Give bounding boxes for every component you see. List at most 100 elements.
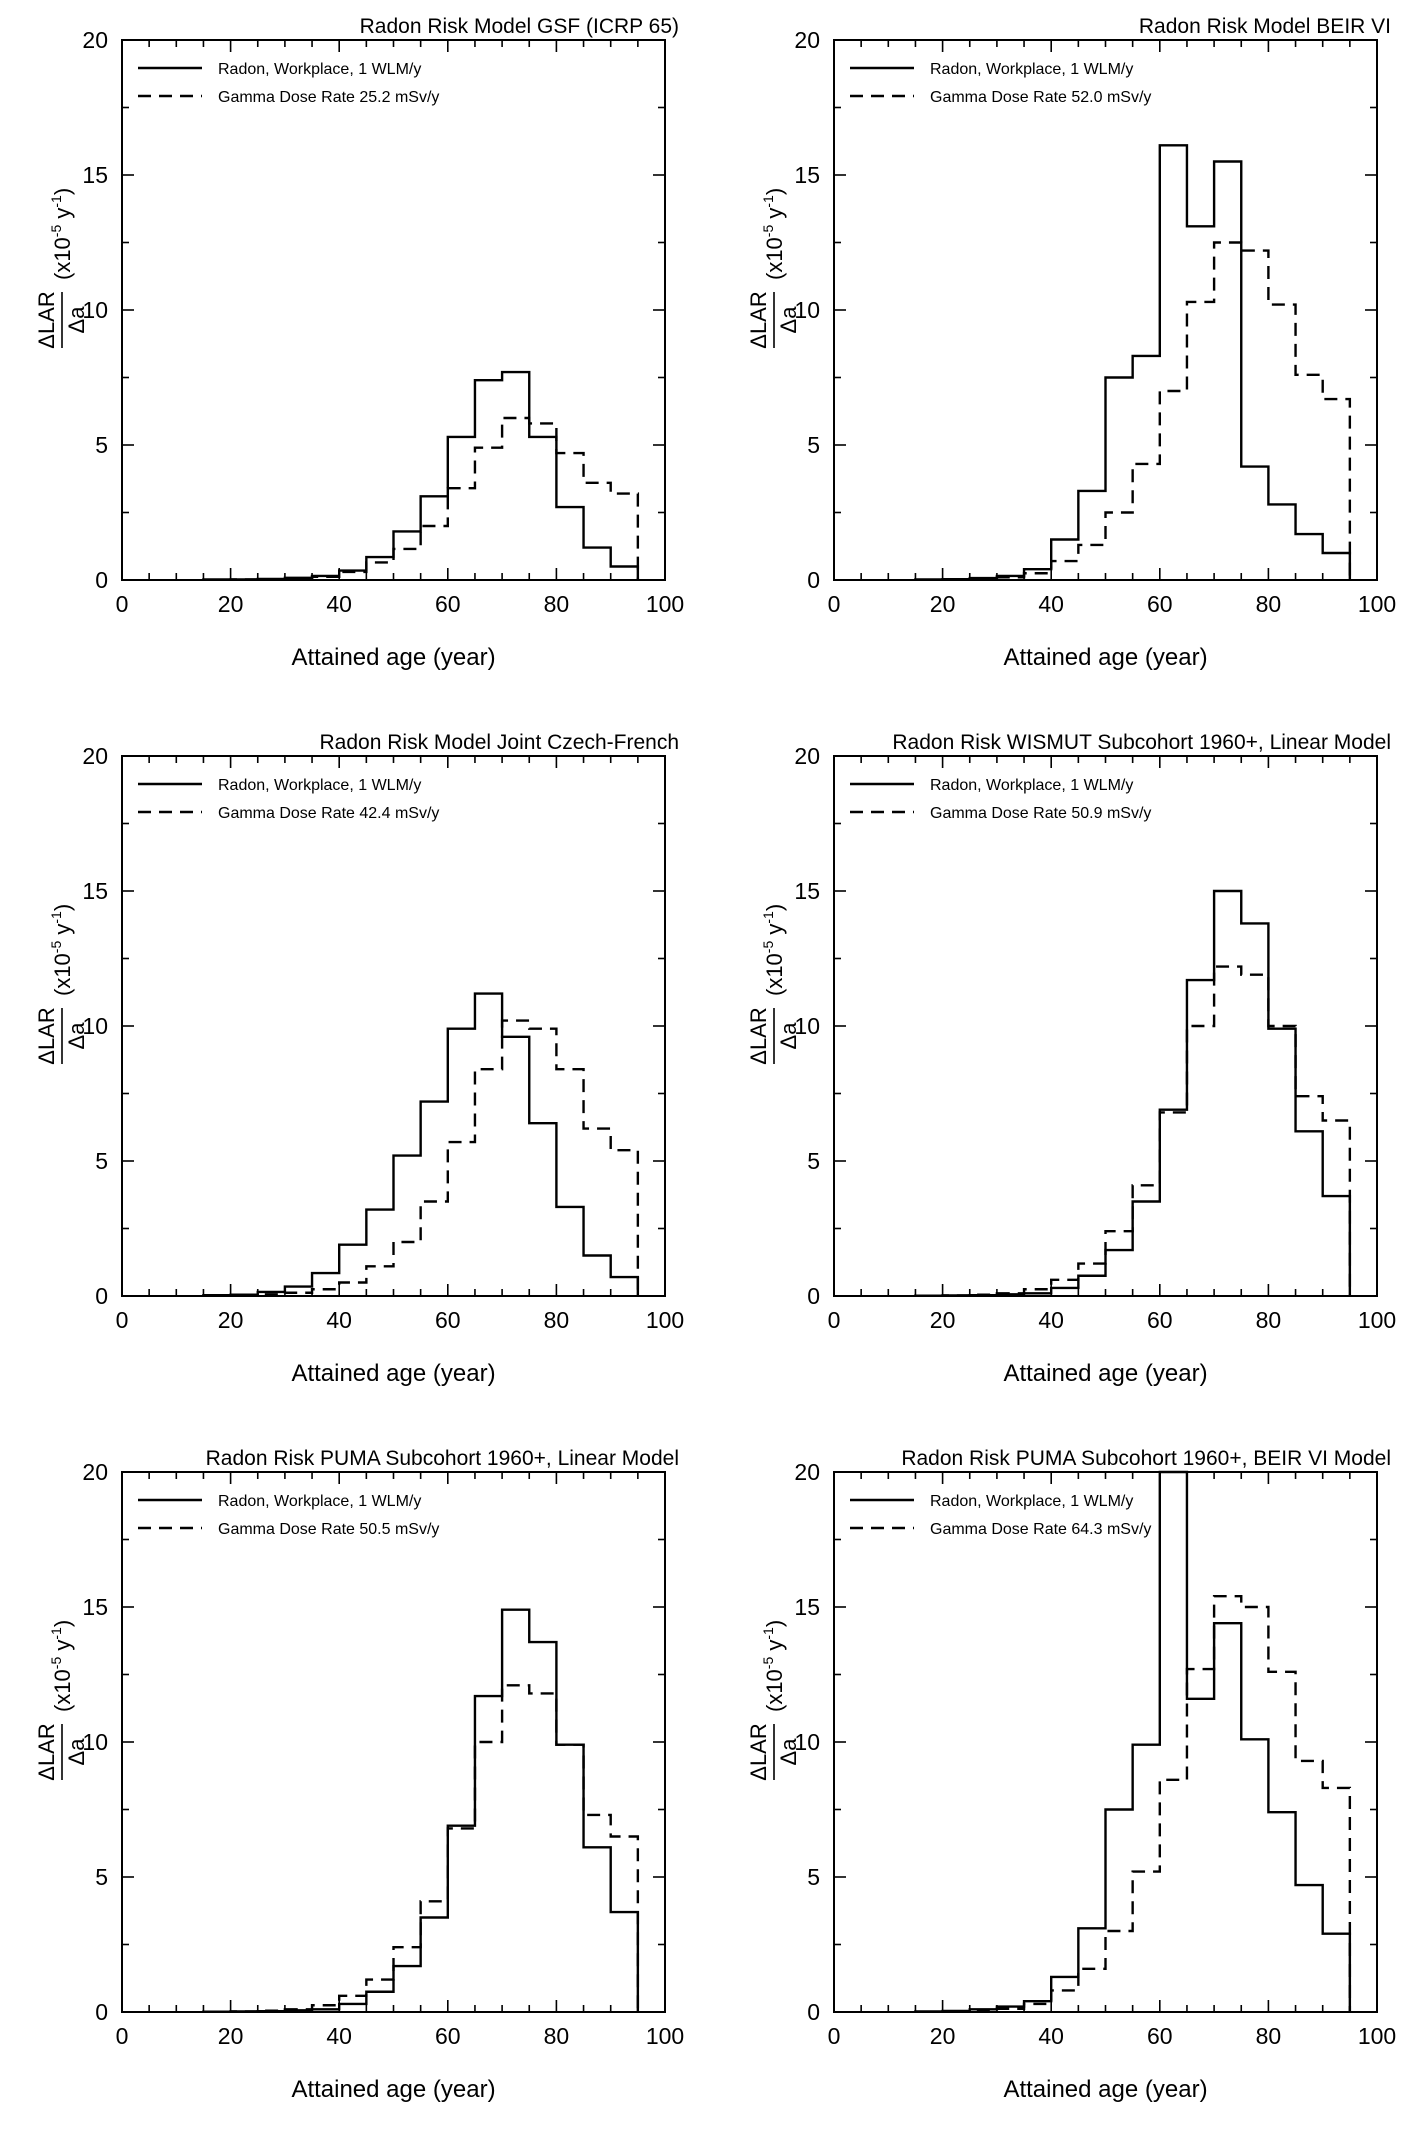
chart-svg-2: 0 20 40 60 80 100 0 5 10 15 20 Radon Risk Model BEI… xyxy=(746,15,1396,671)
y-label-unit: (x10-5 y-1) xyxy=(760,1620,787,1712)
x-tick-label: 0 xyxy=(828,591,841,617)
y-label-exponent: -5 xyxy=(48,941,64,954)
y-tick-label: 5 xyxy=(807,1864,820,1890)
gamma-series-line xyxy=(914,965,1352,1297)
y-axis-label: ΔLAR Δa (x10-5 y-1) xyxy=(34,1620,89,1781)
y-label-numerator: ΔLAR xyxy=(746,1723,771,1781)
x-tick-label: 20 xyxy=(930,591,956,617)
x-tick-label: 40 xyxy=(1038,2023,1064,2049)
chart-svg-5: 0 20 40 60 80 100 0 5 10 15 20 Radon Risk PUMA Subc… xyxy=(34,1447,684,2103)
x-tick-label: 0 xyxy=(116,591,129,617)
x-tick-label: 40 xyxy=(1038,591,1064,617)
y-tick-label: 15 xyxy=(794,1594,820,1620)
x-tick-label: 100 xyxy=(1358,2023,1396,2049)
plot-frame xyxy=(121,1471,666,2013)
y-label-unit: (x10-5 y-1) xyxy=(48,188,75,280)
y-label-exponent2: -1 xyxy=(760,1627,776,1640)
gamma-series-line xyxy=(914,241,1352,581)
x-tick-label: 60 xyxy=(1147,591,1173,617)
y-label-exponent: -5 xyxy=(760,941,776,954)
chart-title: Radon Risk Model Joint Czech-French xyxy=(320,731,679,754)
y-label-unit-end: ) xyxy=(762,1620,787,1627)
y-label-unit-end: ) xyxy=(762,188,787,195)
y-label-exponent2: -1 xyxy=(48,911,64,924)
radon-series-line xyxy=(202,1608,640,2013)
x-tick-label: 60 xyxy=(435,1307,461,1333)
chart-svg-1: 0 20 40 60 80 100 0 5 10 15 20 Radon Risk Model GSF… xyxy=(34,15,684,671)
x-tick-label: 80 xyxy=(1256,591,1282,617)
y-label-exponent: -5 xyxy=(48,1657,64,1670)
y-tick-label: 15 xyxy=(82,1594,108,1620)
x-tick-label: 80 xyxy=(544,1307,570,1333)
y-label-numerator: ΔLAR xyxy=(34,1007,59,1065)
radon-series-line xyxy=(202,992,640,1297)
chart-panel-1: 0 20 40 60 80 100 0 5 10 15 20 Radon Risk Model GSF… xyxy=(0,0,712,716)
legend-label-1: Radon, Workplace, 1 WLM/y xyxy=(930,61,1133,78)
y-tick-label: 20 xyxy=(794,743,820,769)
y-tick-label: 5 xyxy=(807,1148,820,1174)
x-axis-label: Attained age (year) xyxy=(291,644,495,671)
x-axis-label: Attained age (year) xyxy=(1003,1360,1207,1387)
y-label-unit-mid: y xyxy=(50,1640,75,1657)
legend-label-2: Gamma Dose Rate 50.9 mSv/y xyxy=(930,805,1151,822)
y-label-unit: (x10 xyxy=(50,1669,75,1712)
y-tick-label: 5 xyxy=(95,432,108,458)
x-tick-label: 100 xyxy=(1358,591,1396,617)
y-axis-label: ΔLAR Δa (x10-5 y-1) xyxy=(34,188,89,349)
chart-panel-4: 0 20 40 60 80 100 0 5 10 15 20 Radon Risk WISMUT Su… xyxy=(712,716,1424,1432)
x-tick-label: 40 xyxy=(326,1307,352,1333)
gamma-series-line xyxy=(202,1019,640,1297)
chart-panel-5: 0 20 40 60 80 100 0 5 10 15 20 Radon Risk PUMA Subc… xyxy=(0,1432,712,2148)
x-tick-label: 100 xyxy=(646,1307,684,1333)
y-label-denominator: Δa xyxy=(64,1738,89,1766)
x-tick-label: 40 xyxy=(1038,1307,1064,1333)
legend-label-2: Gamma Dose Rate 52.0 mSv/y xyxy=(930,89,1151,106)
y-label-denominator: Δa xyxy=(776,1022,801,1050)
y-tick-label: 5 xyxy=(95,1864,108,1890)
x-axis-label: Attained age (year) xyxy=(291,2076,495,2103)
y-label-unit: (x10 xyxy=(762,953,787,996)
y-tick-label: 0 xyxy=(807,567,820,593)
radon-series-line xyxy=(914,889,1352,1297)
x-tick-label: 20 xyxy=(218,1307,244,1333)
y-tick-label: 10 xyxy=(82,1729,108,1755)
y-tick-label: 20 xyxy=(794,1459,820,1485)
x-axis-label: Attained age (year) xyxy=(1003,2076,1207,2103)
y-axis-label: ΔLAR Δa (x10-5 y-1) xyxy=(746,1620,801,1781)
y-label-exponent: -5 xyxy=(760,225,776,238)
y-label-unit: (x10-5 y-1) xyxy=(48,904,75,996)
legend-label-1: Radon, Workplace, 1 WLM/y xyxy=(218,1493,421,1510)
y-label-denominator: Δa xyxy=(64,306,89,334)
y-label-denominator: Δa xyxy=(776,1738,801,1766)
y-tick-label: 15 xyxy=(82,878,108,904)
x-tick-label: 60 xyxy=(435,591,461,617)
y-tick-label: 10 xyxy=(82,297,108,323)
chart-title: Radon Risk WISMUT Subcohort 1960+, Linea… xyxy=(892,731,1391,754)
y-label-denominator: Δa xyxy=(776,306,801,334)
y-label-unit: (x10-5 y-1) xyxy=(48,1620,75,1712)
x-tick-label: 40 xyxy=(326,591,352,617)
legend-label-1: Radon, Workplace, 1 WLM/y xyxy=(930,1493,1133,1510)
y-tick-label: 15 xyxy=(794,162,820,188)
chart-panel-6: 0 20 40 60 80 100 0 5 10 15 20 Radon Risk PUMA Subc… xyxy=(712,1432,1424,2148)
y-label-unit: (x10 xyxy=(762,1669,787,1712)
y-label-unit: (x10 xyxy=(50,237,75,280)
y-label-unit: (x10 xyxy=(50,953,75,996)
x-tick-label: 0 xyxy=(828,1307,841,1333)
radon-series-line xyxy=(914,144,1352,581)
x-tick-label: 60 xyxy=(1147,1307,1173,1333)
y-label-unit-mid: y xyxy=(50,208,75,225)
x-tick-label: 60 xyxy=(1147,2023,1173,2049)
y-label-unit: (x10-5 y-1) xyxy=(760,904,787,996)
gamma-series-line xyxy=(202,1684,640,2013)
y-label-unit-mid: y xyxy=(50,924,75,941)
x-tick-label: 40 xyxy=(326,2023,352,2049)
chart-title: Radon Risk PUMA Subcohort 1960+, BEIR VI… xyxy=(901,1447,1391,1470)
y-label-numerator: ΔLAR xyxy=(746,291,771,349)
y-tick-label: 0 xyxy=(807,1999,820,2025)
x-tick-label: 80 xyxy=(544,591,570,617)
legend-label-2: Gamma Dose Rate 50.5 mSv/y xyxy=(218,1521,439,1538)
legend-label-2: Gamma Dose Rate 42.4 mSv/y xyxy=(218,805,439,822)
legend-label-2: Gamma Dose Rate 25.2 mSv/y xyxy=(218,89,439,106)
y-tick-label: 0 xyxy=(95,1999,108,2025)
